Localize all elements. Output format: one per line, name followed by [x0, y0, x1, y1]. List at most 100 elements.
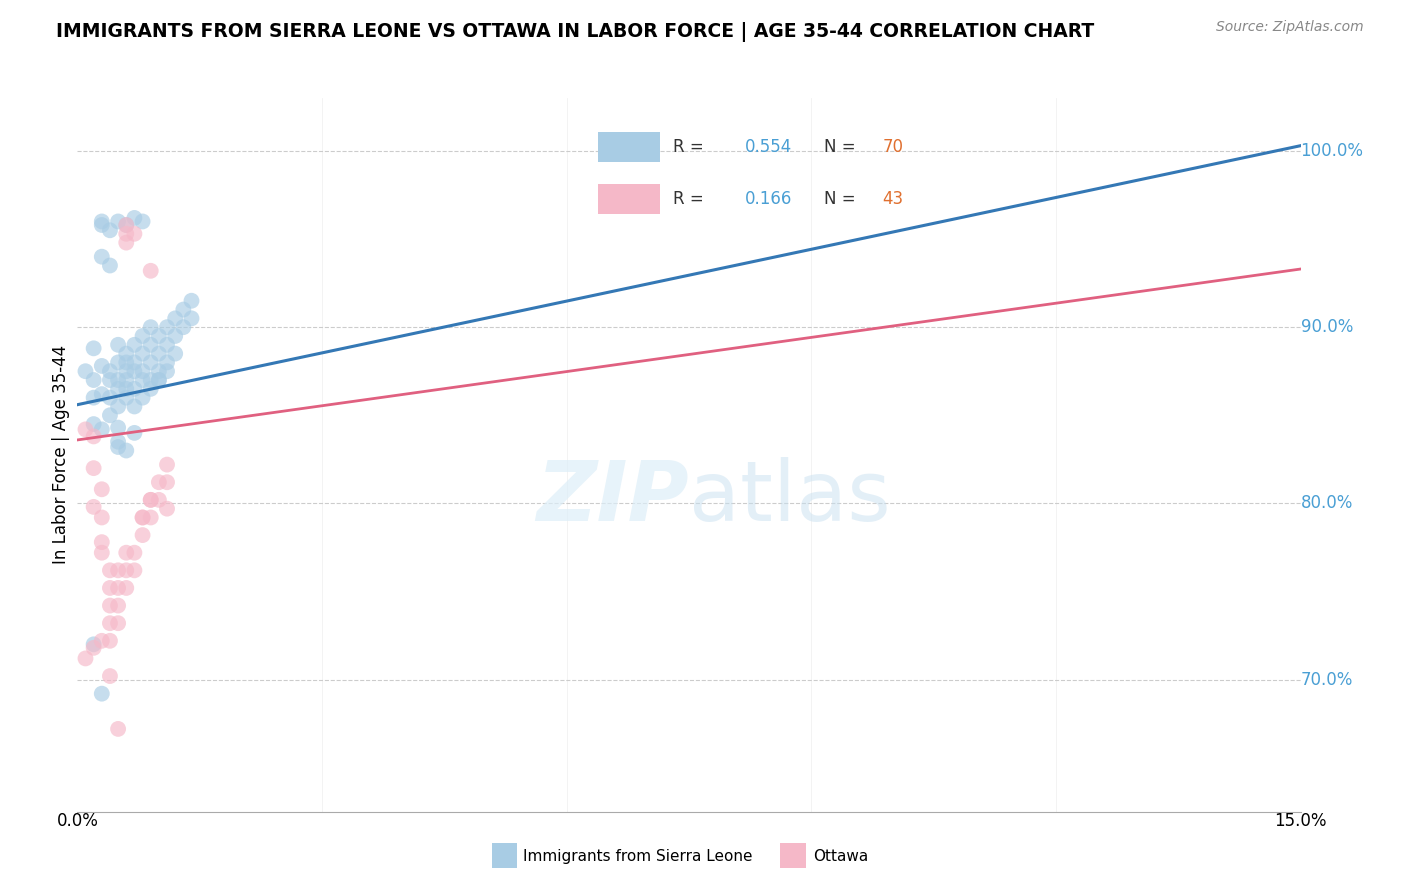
Text: 90.0%: 90.0%: [1301, 318, 1353, 336]
Point: [83, 637, 105, 651]
Point: [156, 501, 179, 516]
Point: [115, 382, 138, 396]
Point: [115, 581, 138, 595]
Point: [148, 373, 170, 387]
Point: [115, 391, 138, 405]
Point: [148, 346, 170, 360]
Text: N =: N =: [824, 138, 860, 156]
Text: ZIP: ZIP: [536, 458, 689, 538]
Text: R =: R =: [673, 138, 709, 156]
Point: [156, 338, 179, 352]
Point: [131, 510, 153, 524]
Point: [98, 563, 121, 577]
Point: [115, 227, 138, 241]
Point: [172, 320, 194, 334]
Point: [124, 382, 146, 396]
Point: [83, 341, 105, 355]
Point: [107, 581, 129, 595]
Point: [131, 329, 153, 343]
Point: [139, 373, 162, 387]
Point: [90, 687, 112, 701]
Point: [98, 223, 121, 237]
Text: 15.0%: 15.0%: [1274, 812, 1327, 830]
Point: [90, 633, 112, 648]
Point: [131, 214, 153, 228]
Point: [180, 311, 202, 326]
Point: [165, 346, 187, 360]
Point: [115, 373, 138, 387]
Point: [98, 599, 121, 613]
Point: [156, 475, 179, 490]
Point: [156, 320, 179, 334]
Point: [107, 214, 129, 228]
Point: [90, 546, 112, 560]
Point: [180, 293, 202, 308]
Point: [98, 633, 121, 648]
Point: [75, 422, 97, 436]
Point: [98, 409, 121, 423]
Point: [172, 302, 194, 317]
Point: [115, 443, 138, 458]
Point: [124, 338, 146, 352]
Point: [107, 420, 129, 434]
Point: [107, 616, 129, 631]
Point: [98, 616, 121, 631]
Point: [115, 218, 138, 232]
Text: Source: ZipAtlas.com: Source: ZipAtlas.com: [1216, 20, 1364, 34]
Point: [90, 483, 112, 497]
Point: [156, 364, 179, 378]
Point: [98, 581, 121, 595]
Point: [124, 425, 146, 440]
Point: [107, 355, 129, 369]
Point: [131, 373, 153, 387]
Point: [83, 461, 105, 475]
Point: [115, 218, 138, 232]
Point: [131, 391, 153, 405]
Point: [115, 563, 138, 577]
Point: [75, 651, 97, 665]
Point: [83, 417, 105, 431]
Text: 0.554: 0.554: [745, 138, 793, 156]
Point: [90, 510, 112, 524]
Point: [165, 329, 187, 343]
Text: Immigrants from Sierra Leone: Immigrants from Sierra Leone: [523, 849, 752, 863]
Text: 80.0%: 80.0%: [1301, 494, 1353, 512]
Point: [139, 382, 162, 396]
Point: [148, 492, 170, 507]
Point: [107, 382, 129, 396]
Point: [165, 311, 187, 326]
Text: R =: R =: [673, 190, 709, 208]
Point: [107, 434, 129, 449]
Y-axis label: In Labor Force | Age 35-44: In Labor Force | Age 35-44: [52, 345, 70, 565]
Point: [107, 722, 129, 736]
Point: [98, 669, 121, 683]
Text: 0.166: 0.166: [745, 190, 793, 208]
Point: [107, 373, 129, 387]
Text: N =: N =: [824, 190, 860, 208]
Text: 70: 70: [882, 138, 903, 156]
Point: [83, 429, 105, 443]
Point: [139, 264, 162, 278]
Point: [124, 227, 146, 241]
Point: [139, 492, 162, 507]
Point: [83, 500, 105, 514]
Point: [83, 373, 105, 387]
Point: [115, 346, 138, 360]
Point: [75, 364, 97, 378]
Point: [124, 400, 146, 414]
Point: [115, 235, 138, 250]
Point: [107, 599, 129, 613]
Text: 100.0%: 100.0%: [1301, 142, 1364, 160]
Bar: [598, 132, 659, 162]
Point: [139, 492, 162, 507]
Point: [124, 355, 146, 369]
Point: [107, 440, 129, 454]
Point: [156, 458, 179, 472]
Point: [148, 364, 170, 378]
Text: 70.0%: 70.0%: [1301, 671, 1353, 689]
Point: [124, 563, 146, 577]
Point: [98, 373, 121, 387]
Point: [98, 259, 121, 273]
Point: [139, 510, 162, 524]
Point: [90, 535, 112, 549]
